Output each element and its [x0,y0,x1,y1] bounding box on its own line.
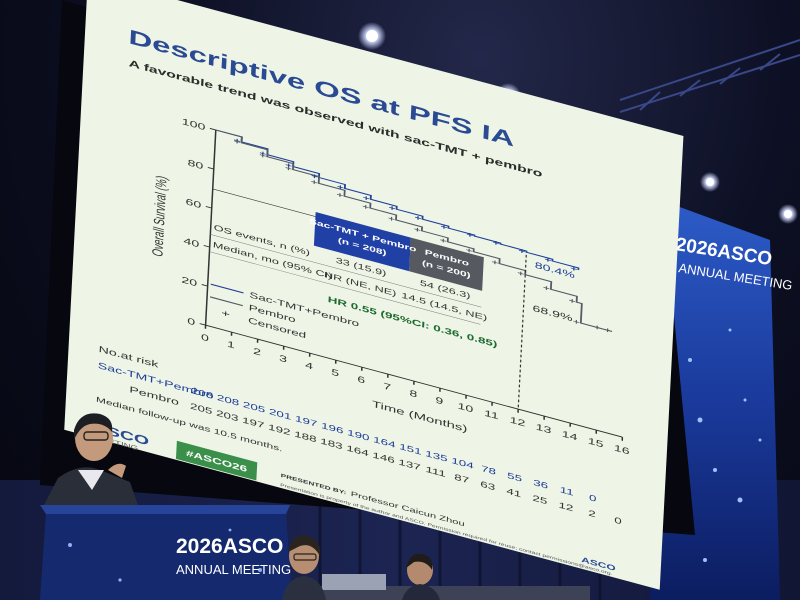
x-tick-label: 6 [357,374,366,386]
censor-mark [543,286,550,291]
censor-mark [362,204,369,209]
censor-mark [285,166,292,171]
censor-mark [311,180,318,185]
censor-marks [234,138,611,333]
table-head-sac [313,212,411,272]
risk-count: 55 [507,471,522,484]
table-head-pembro [409,237,484,291]
legend-censored-symbol: + [221,308,230,320]
risk-count: 0 [589,493,597,504]
risk-count: 25 [532,494,547,507]
risk-count: 12 [558,501,573,514]
x-tick-label: 9 [435,395,444,407]
risk-count: 63 [480,480,495,493]
ceiling-truss [619,39,800,113]
podium: 2026ASCO ANNUAL MEETING [40,505,292,600]
censor-mark [594,325,601,330]
risk-count: 78 [481,464,496,477]
y-tick-mark [207,166,214,170]
y-tick-label: 80 [187,157,204,171]
risk-count: 36 [533,478,548,491]
audience [282,535,590,600]
podium-meeting: ANNUAL MEETING [176,562,291,577]
censor-mark [388,216,395,221]
y-tick-mark [201,284,208,287]
x-tick-label: 7 [383,381,392,393]
censor-mark [570,266,577,271]
risk-count: 2 [588,509,596,520]
censor-mark [492,240,499,245]
y-axis-label: Overall Survival (%) [149,174,170,259]
censor-mark [440,238,447,243]
series-line-pembro [215,129,613,332]
censor-mark [466,248,473,253]
y-tick-mark [209,127,216,131]
podium-brand: 2026ASCO [176,535,283,558]
y-tick-label: 60 [185,196,202,210]
x-tick-label: 14 [562,429,579,443]
x-tick-label: 5 [331,367,340,379]
censor-mark [491,260,498,265]
hashtag-badge [175,440,258,481]
censor-mark [415,215,421,220]
censor-mark [311,174,318,179]
y-tick-mark [205,205,212,209]
median-followup-line [517,254,527,410]
risk-count: 0 [614,516,622,527]
y-tick-label: 20 [181,274,198,288]
risk-count: 11 [560,486,574,498]
x-tick-label: 16 [614,443,631,457]
banner-sparkles [688,328,762,562]
series-line-sac-tmt-pembro [215,129,580,271]
y-tick-label: 40 [183,235,200,249]
slide-background [64,0,684,590]
x-tick-label: 0 [201,332,210,344]
risk-count: 87 [454,473,469,486]
censor-mark [604,328,611,333]
y-tick-label: 0 [187,315,196,327]
censor-mark [517,271,524,276]
x-tick-label: 8 [409,388,418,400]
censor-mark [414,227,421,232]
censor-mark [389,206,396,211]
survival-curves [215,129,613,332]
x-tick-label: 11 [484,408,500,422]
censor-mark [518,249,525,254]
projected-slide: Descriptive OS at PFS IA A favorable tre… [64,0,684,590]
x-tick-label: 1 [227,339,236,351]
y-tick-mark [199,323,206,326]
x-tick-label: 12 [509,415,526,429]
censor-mark [440,224,447,229]
x-tick-label: 2 [253,346,262,358]
censor-mark [466,232,473,237]
x-tick-label: 4 [305,360,314,372]
censor-mark [569,298,576,303]
y-tick-mark [203,245,210,248]
censor-mark [544,257,551,262]
risk-count: 41 [506,487,521,500]
x-tick-label: 15 [588,436,605,450]
censor-mark [363,196,370,201]
censor-mark [337,185,344,190]
censor-mark [336,193,343,197]
censor-mark [259,153,266,158]
censor-mark [573,319,580,324]
x-tick-label: 10 [457,401,474,415]
x-tick-label: 3 [279,353,288,365]
presenter [44,413,138,505]
censor-mark [234,139,241,144]
x-tick-label: 13 [535,422,552,436]
